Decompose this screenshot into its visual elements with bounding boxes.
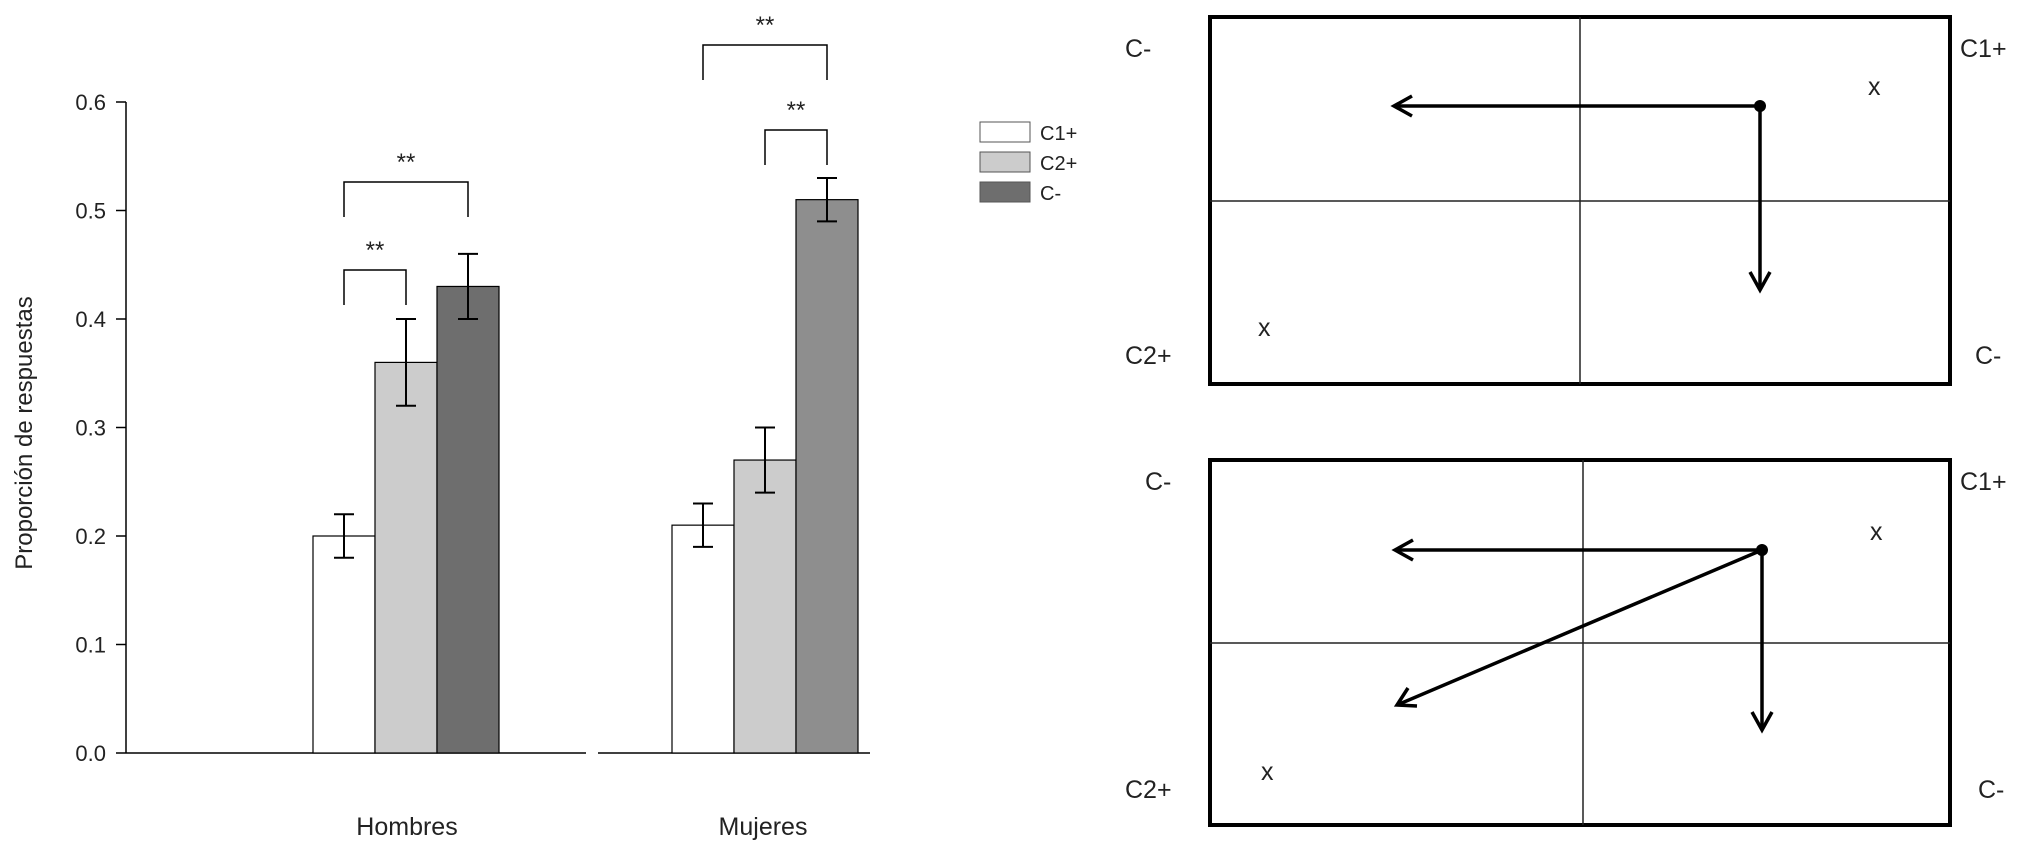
chart-bars [312,199,859,754]
quadrant-diagram-top: C- C1+ C2+ C- x x [1125,15,2007,386]
significance-label: ** [787,97,806,124]
x-mark: x [1868,73,1881,101]
significance-bracket [764,129,828,165]
x-category-label: Mujeres [719,813,808,841]
y-axis-label: Proporción de respuestas [11,296,38,570]
chart-axes: 0.0 0.1 0.2 0.3 0.4 0.5 0.6 Hombres Mujeres [75,90,870,841]
significance-brackets: ** ** ** ** [343,12,828,305]
arrowhead-down [1750,711,1774,734]
y-tick-label: 0.4 [75,307,106,332]
bar [795,199,859,754]
bar [671,524,735,754]
bar [436,285,500,754]
bar [312,535,376,754]
arrowhead-diagonal [1393,687,1418,708]
significance-bracket [343,181,469,217]
corner-label-top-right: C1+ [1960,468,2007,496]
arrow-diagonal [1396,548,1763,707]
arrowhead-down [1748,271,1772,294]
y-tick-label: 0.0 [75,741,106,766]
y-tick-label: 0.3 [75,416,106,441]
x-category-label: Hombres [356,813,457,841]
corner-label-bottom-right: C- [1978,776,2004,804]
corner-label-top-right: C1+ [1960,35,2007,63]
significance-label: ** [366,237,385,264]
legend-swatch [979,181,1031,203]
arrowhead-left [1391,538,1414,562]
legend: C1+ C2+ C- [979,121,1077,205]
legend-label: C- [1040,183,1061,205]
corner-label-top-left: C- [1125,35,1151,63]
bar [733,459,797,754]
y-tick-label: 0.5 [75,199,106,224]
corner-label-top-left: C- [1145,468,1171,496]
y-tick-label: 0.1 [75,633,106,658]
legend-swatch [979,121,1031,143]
significance-bracket [702,44,828,80]
y-tick-label: 0.2 [75,524,106,549]
x-mark: x [1258,314,1271,342]
x-mark: x [1261,758,1274,786]
x-mark: x [1870,518,1883,546]
arrowhead-left [1390,94,1413,118]
significance-label: ** [397,149,416,176]
legend-label: C1+ [1040,123,1077,145]
corner-label-bottom-left: C2+ [1125,342,1172,370]
quadrant-diagram-bottom: C- C1+ C2+ C- x x [1125,458,2007,827]
y-tick-label: 0.6 [75,90,106,115]
significance-bracket [343,269,407,305]
significance-label: ** [756,12,775,39]
corner-label-bottom-left: C2+ [1125,776,1172,804]
bar [374,361,438,754]
legend-label: C2+ [1040,153,1077,175]
corner-label-bottom-right: C- [1975,342,2001,370]
legend-swatch [979,151,1031,173]
chart-error-bars [334,176,837,559]
